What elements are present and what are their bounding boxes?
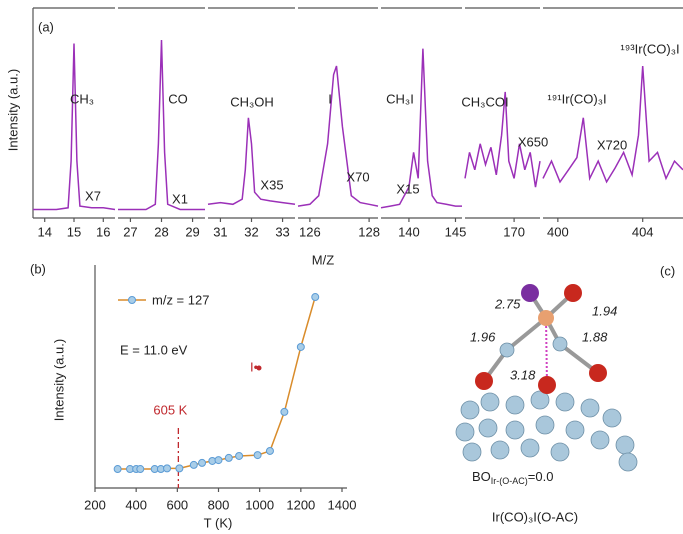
x-tick-label: 1000 bbox=[245, 497, 274, 512]
x-tick-label: 15 bbox=[67, 224, 81, 239]
reference-label: 605 K bbox=[153, 402, 187, 417]
data-point bbox=[311, 293, 320, 302]
data-point bbox=[163, 464, 172, 473]
data-point bbox=[296, 342, 305, 351]
x-tick-label: 32 bbox=[244, 224, 258, 239]
bond-order-subscript: Ir-(O-AC) bbox=[491, 476, 528, 486]
peak-annotation: CH₃ bbox=[70, 91, 94, 106]
annotation: I• bbox=[250, 359, 259, 374]
peak-annotation: X35 bbox=[260, 177, 283, 192]
peak-annotation: CH₃COI bbox=[461, 94, 508, 109]
data-point bbox=[214, 456, 223, 465]
panel-label: (c) bbox=[660, 263, 675, 278]
y-axis-label: Intensity (a.u.) bbox=[5, 69, 20, 151]
peak-annotation: X720 bbox=[597, 137, 627, 152]
y-axis-label: Intensity (a.u.) bbox=[51, 339, 66, 421]
x-tick-label: 140 bbox=[398, 224, 420, 239]
data-point bbox=[189, 460, 198, 469]
x-tick-label: 28 bbox=[154, 224, 168, 239]
data-point bbox=[224, 453, 233, 462]
x-tick-label: 14 bbox=[37, 224, 51, 239]
peak-annotation: CH₃OH bbox=[230, 94, 274, 109]
panel-label: (b) bbox=[30, 261, 46, 276]
data-point bbox=[113, 465, 122, 474]
x-tick-label: 145 bbox=[445, 224, 467, 239]
caption: Ir(CO)₃I(O-AC) bbox=[492, 509, 578, 524]
spectrum-line bbox=[464, 91, 541, 188]
distance-label: 1.96 bbox=[470, 329, 496, 344]
x-tick-label: 128 bbox=[358, 224, 380, 239]
x-tick-label: 27 bbox=[123, 224, 137, 239]
data-point bbox=[175, 464, 184, 473]
peak-annotation: X7 bbox=[85, 188, 101, 203]
x-tick-label: 800 bbox=[208, 497, 230, 512]
x-tick-label: 29 bbox=[185, 224, 199, 239]
peak-annotation: X650 bbox=[518, 134, 548, 149]
x-tick-label: 400 bbox=[125, 497, 147, 512]
peak-annotation: X70 bbox=[346, 169, 369, 184]
data-point bbox=[253, 451, 262, 460]
legend-marker bbox=[128, 296, 136, 304]
x-tick-label: 31 bbox=[213, 224, 227, 239]
distance-label: 1.88 bbox=[582, 329, 608, 344]
data-point bbox=[136, 465, 145, 474]
peak-annotation: ¹⁹³Ir(CO)₃I bbox=[620, 41, 679, 56]
x-axis-label: M/Z bbox=[312, 252, 334, 267]
series-line bbox=[117, 296, 316, 470]
data-point bbox=[280, 407, 289, 416]
spectrum-line bbox=[542, 65, 683, 184]
distance-label: 2.75 bbox=[494, 296, 521, 311]
x-tick-label: 200 bbox=[84, 497, 106, 512]
panel-label: (a) bbox=[38, 19, 54, 34]
x-tick-label: 126 bbox=[299, 224, 321, 239]
peak-annotation: X15 bbox=[396, 181, 419, 196]
data-point bbox=[265, 446, 274, 455]
molecule bbox=[455, 284, 638, 472]
x-tick-label: 600 bbox=[166, 497, 188, 512]
x-tick-label: 170 bbox=[503, 224, 525, 239]
annotation: E = 11.0 eV bbox=[120, 342, 188, 357]
bond-order-prefix: BO bbox=[472, 469, 491, 484]
spectrum-line bbox=[207, 117, 296, 206]
spectrum-line bbox=[297, 65, 379, 207]
spectrum-line bbox=[33, 43, 116, 211]
peak-annotation: X1 bbox=[172, 191, 188, 206]
data-point bbox=[235, 451, 244, 460]
distance-label: 1.94 bbox=[592, 303, 617, 318]
peak-annotation: I bbox=[328, 91, 332, 106]
legend-label: m/z = 127 bbox=[152, 292, 209, 307]
spectrum-line bbox=[380, 48, 462, 209]
data-point bbox=[198, 458, 207, 467]
x-tick-label: 16 bbox=[96, 224, 110, 239]
peak-annotation: CO bbox=[168, 91, 188, 106]
distance-label: 3.18 bbox=[510, 367, 536, 382]
x-axis-label: T (K) bbox=[204, 515, 233, 530]
x-tick-label: 404 bbox=[632, 224, 654, 239]
peak-annotation: ¹⁹¹Ir(CO)₃I bbox=[547, 91, 606, 106]
peak-annotation: CH₃I bbox=[386, 91, 414, 106]
spectrum-line bbox=[118, 39, 205, 211]
x-tick-label: 400 bbox=[547, 224, 569, 239]
x-tick-label: 1200 bbox=[286, 497, 315, 512]
bond-order: BOIr-(O-AC)=0.0 bbox=[472, 469, 553, 486]
annotation-dot bbox=[256, 365, 262, 371]
x-tick-label: 33 bbox=[275, 224, 289, 239]
bond-order-value: =0.0 bbox=[528, 469, 554, 484]
x-tick-label: 1400 bbox=[328, 497, 357, 512]
